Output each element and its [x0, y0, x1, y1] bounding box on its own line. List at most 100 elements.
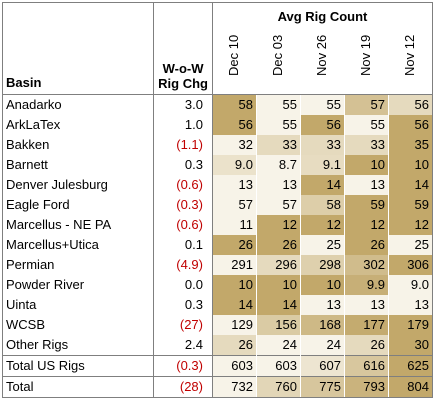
basin-name: Powder River [1, 275, 155, 295]
table-row: Barnett 0.3 9.0 8.7 9.1 10 10 [1, 155, 433, 175]
rig-count-cell: 14 [300, 175, 345, 195]
basin-name: Anadarko [1, 94, 155, 115]
wow-label-line2: Rig Chg [158, 76, 208, 91]
wow-change-value: (0.6) [153, 215, 213, 235]
rig-count-cell: 24 [300, 335, 345, 356]
week-label: Dec 03 [270, 34, 286, 76]
wow-change-value: (1.1) [153, 135, 213, 155]
rig-count-cell: 25 [388, 235, 433, 255]
rig-count-cell: 11 [212, 215, 257, 235]
wow-change-value: (27) [153, 315, 213, 335]
table-row: Total (28) 732 760 775 793 804 [1, 376, 433, 398]
week-header: Dec 10 [212, 31, 257, 95]
rig-count-cell: 33 [344, 135, 389, 155]
rig-count-cell: 57 [344, 94, 389, 115]
rig-count-cell: 14 [212, 295, 257, 315]
rig-count-cell: 32 [212, 135, 257, 155]
table-row: Total US Rigs (0.3) 603 603 607 616 625 [1, 355, 433, 377]
rig-count-cell: 10 [212, 275, 257, 295]
rig-count-cell: 24 [256, 335, 301, 356]
rig-count-cell: 13 [300, 295, 345, 315]
basin-name: Uinta [1, 295, 155, 315]
basin-name: ArkLaTex [1, 115, 155, 135]
rig-count-cell: 298 [300, 255, 345, 275]
rig-count-cell: 9.9 [344, 275, 389, 295]
rig-count-cell: 57 [256, 195, 301, 215]
week-label: Nov 12 [402, 34, 418, 76]
rig-count-cell: 10 [344, 155, 389, 175]
rig-count-cell: 58 [212, 94, 257, 115]
rig-count-cell: 625 [388, 355, 433, 377]
week-header: Nov 19 [344, 31, 389, 95]
rig-count-cell: 14 [388, 175, 433, 195]
basin-header: Basin [1, 31, 155, 95]
avg-rig-count-header: Avg Rig Count [212, 2, 433, 31]
rig-count-cell: 607 [300, 355, 345, 377]
rig-count-cell: 33 [300, 135, 345, 155]
column-header-row: Basin W-o-W Rig Chg Dec 10 Dec 03 Nov 26 Nov… [1, 31, 433, 95]
wow-change-value: 1.0 [153, 115, 213, 135]
wow-change-value: 0.0 [153, 275, 213, 295]
rig-count-cell: 12 [388, 215, 433, 235]
rig-count-cell: 804 [388, 376, 433, 398]
week-label: Nov 26 [314, 34, 330, 76]
basin-name: Permian [1, 255, 155, 275]
basin-name: Eagle Ford [1, 195, 155, 215]
rig-count-cell: 10 [388, 155, 433, 175]
wow-change-value: (0.3) [153, 355, 213, 377]
rig-count-cell: 25 [300, 235, 345, 255]
rig-count-cell: 13 [256, 175, 301, 195]
basin-name: Marcellus - NE PA [1, 215, 155, 235]
rig-count-cell: 55 [256, 115, 301, 135]
wow-change-value: 0.3 [153, 295, 213, 315]
rig-count-cell: 33 [256, 135, 301, 155]
rig-count-cell: 35 [388, 135, 433, 155]
rig-count-cell: 56 [212, 115, 257, 135]
rig-count-cell: 302 [344, 255, 389, 275]
table-row: ArkLaTex 1.0 56 55 56 55 56 [1, 115, 433, 135]
table-row: WCSB (27) 129 156 168 177 179 [1, 315, 433, 335]
basin-name: Denver Julesburg [1, 175, 155, 195]
table-row: Anadarko 3.0 58 55 55 57 56 [1, 94, 433, 115]
rig-count-cell: 616 [344, 355, 389, 377]
rig-count-cell: 12 [256, 215, 301, 235]
table-row: Marcellus - NE PA (0.6) 11 12 12 12 12 [1, 215, 433, 235]
basin-name: Marcellus+Utica [1, 235, 155, 255]
rig-count-cell: 129 [212, 315, 257, 335]
rig-count-cell: 26 [212, 335, 257, 356]
week-header: Dec 03 [256, 31, 301, 95]
table-row: Uinta 0.3 14 14 13 13 13 [1, 295, 433, 315]
table-row: Eagle Ford (0.3) 57 57 58 59 59 [1, 195, 433, 215]
wow-change-value: (0.6) [153, 175, 213, 195]
group-header-row: Avg Rig Count [1, 2, 433, 31]
rig-count-cell: 9.0 [388, 275, 433, 295]
wow-change-value: 0.1 [153, 235, 213, 255]
wow-change-value: (28) [153, 376, 213, 398]
rig-count-cell: 10 [300, 275, 345, 295]
rig-count-cell: 26 [212, 235, 257, 255]
rig-count-cell: 9.0 [212, 155, 257, 175]
table-row: Denver Julesburg (0.6) 13 13 14 13 14 [1, 175, 433, 195]
rig-count-cell: 775 [300, 376, 345, 398]
rig-count-cell: 603 [212, 355, 257, 377]
rig-count-cell: 55 [300, 94, 345, 115]
table-row: Marcellus+Utica 0.1 26 26 25 26 25 [1, 235, 433, 255]
rig-count-cell: 760 [256, 376, 301, 398]
wow-change-value: 3.0 [153, 94, 213, 115]
week-header: Nov 12 [388, 31, 433, 95]
rig-count-cell: 603 [256, 355, 301, 377]
rig-count-cell: 13 [212, 175, 257, 195]
rig-count-cell: 30 [388, 335, 433, 356]
rig-count-cell: 13 [388, 295, 433, 315]
rig-count-cell: 296 [256, 255, 301, 275]
rig-count-cell: 56 [300, 115, 345, 135]
rig-count-cell: 10 [256, 275, 301, 295]
wow-change-header: W-o-W Rig Chg [153, 31, 213, 95]
rig-count-cell: 168 [300, 315, 345, 335]
rig-count-cell: 14 [256, 295, 301, 315]
wow-change-value: (0.3) [153, 195, 213, 215]
rig-count-cell: 156 [256, 315, 301, 335]
table-row: Other Rigs 2.4 26 24 24 26 30 [1, 335, 433, 356]
rig-count-cell: 58 [300, 195, 345, 215]
